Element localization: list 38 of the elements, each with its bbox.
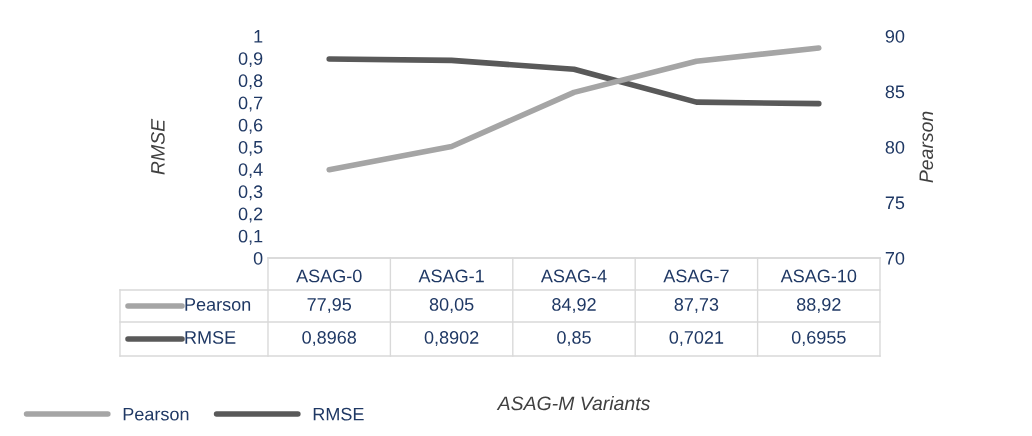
legend-label: RMSE	[185, 331, 236, 344]
y-tick-label: 0	[253, 251, 263, 265]
x-tick-label: ASAG-1	[418, 269, 484, 283]
data-label: 0,8902	[424, 331, 479, 346]
y-tick-label: 0,4	[238, 163, 263, 179]
y-tick-label: 0,6	[238, 118, 263, 134]
text: Pearson	[123, 407, 189, 421]
data-label: 0,7021	[669, 331, 724, 346]
legend-label: Pearson	[185, 298, 251, 311]
x-tick-label: ASAG-0	[296, 269, 362, 283]
x-tick-label: ASAG-7	[663, 269, 729, 283]
y-tick-label: 0,7	[238, 96, 263, 112]
text: ASAG-M Variants	[496, 395, 650, 411]
y2-tick-label: 80	[885, 140, 905, 154]
y2-tick-label: 85	[885, 85, 905, 99]
data-label: 84,92	[552, 298, 596, 313]
x-tick-label: ASAG-4	[540, 269, 607, 283]
y-tick-label: 0,5	[238, 140, 263, 156]
x-tick-label: ASAG-10	[780, 269, 857, 283]
data-label: 0,85	[557, 331, 591, 346]
data-label: 77,95	[307, 298, 352, 313]
y-tick-label: 0,8	[238, 74, 263, 90]
y-tick-label: 0,2	[238, 207, 263, 223]
y-tick-label: 0,9	[238, 52, 263, 68]
y-tick-label: 1	[254, 30, 263, 43]
y2-tick-label: 90	[885, 29, 905, 43]
data-label: 88,92	[797, 298, 841, 313]
y2-axis-title: Pearson	[919, 111, 934, 183]
text: RMSE	[313, 407, 364, 421]
y-tick-label: 0,1	[238, 229, 263, 245]
data-label: 80,05	[429, 298, 474, 313]
y2-tick-label: 75	[885, 196, 905, 210]
y2-tick-label: 70	[885, 251, 905, 265]
data-label: 87,73	[674, 298, 719, 313]
y-axis-title: RMSE	[150, 118, 165, 175]
data-label: 0,6955	[791, 331, 846, 346]
data-label: 0,8968	[302, 331, 357, 346]
y-tick-label: 0,3	[238, 185, 263, 201]
